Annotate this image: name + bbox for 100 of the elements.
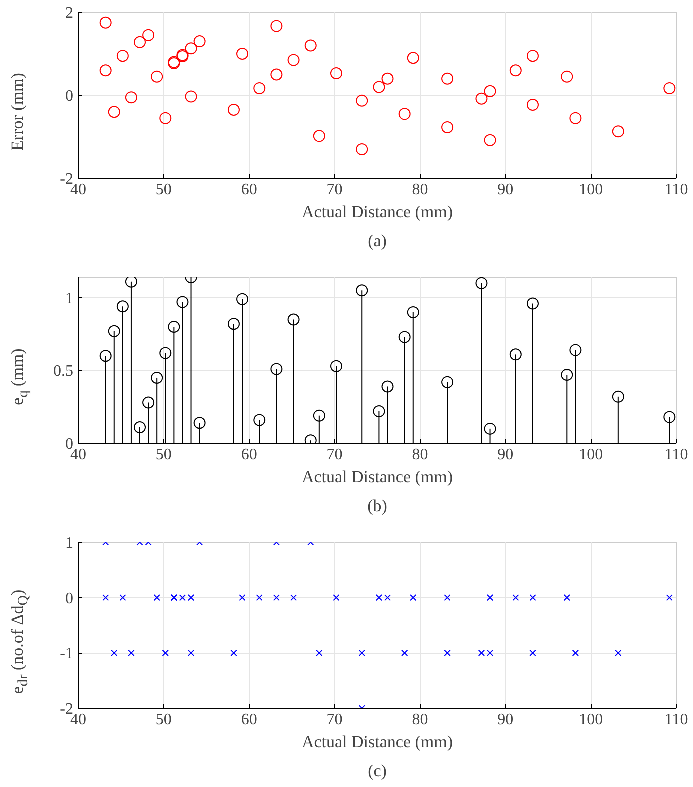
point [664,82,676,94]
x-tick-label: 50 [156,712,172,728]
y-tick-label: -1 [60,646,74,663]
x-tick-label: 60 [241,712,258,728]
point [134,421,146,434]
point [239,594,246,602]
point [116,50,129,62]
x-tick-label: 40 [70,712,86,728]
x-tick-label: 80 [412,712,428,728]
x-tick-label: 40 [70,182,86,198]
point [116,300,129,313]
point [176,296,189,308]
point [358,650,366,656]
point [530,594,536,602]
x-tick-label: 60 [241,446,258,464]
point [125,278,138,288]
point [407,52,420,64]
y-tick-label: 0.5 [54,363,74,380]
x-tick-label: 100 [579,712,604,728]
point [270,363,283,376]
x-tick-label: 70 [326,712,343,728]
point [270,68,283,81]
point [407,306,420,318]
point [313,130,326,142]
point [526,298,539,310]
point [442,121,454,134]
point [290,594,298,602]
point [356,94,368,107]
x-tick-label: 110 [664,712,688,728]
point [615,650,622,656]
point [108,106,120,118]
x-tick-label: 110 [664,446,688,464]
point [382,72,394,85]
point [564,594,570,602]
x-tick-label: 90 [498,446,514,464]
point [194,417,206,430]
point [484,85,496,98]
point [230,650,238,656]
y-tick-label: 0 [66,590,74,608]
point [185,42,198,55]
point [486,594,494,602]
point [510,348,522,361]
x-axis-title: Actual Distance (mm) [302,732,454,752]
point [484,134,496,146]
point [572,650,580,656]
point [228,318,240,330]
point [402,650,408,656]
point [256,594,263,602]
x-tick-label: 100 [579,182,604,198]
point [526,50,539,62]
point [442,376,454,388]
point [356,284,368,297]
point [442,72,454,85]
point [194,36,206,48]
point [512,594,520,602]
point [330,68,342,80]
point [333,594,340,602]
point [185,90,198,103]
y-tick-label: 2 [66,5,74,22]
point [570,344,582,356]
point [100,16,112,29]
point [236,293,249,306]
point [561,70,574,83]
point [128,650,135,656]
point [142,29,155,42]
point [288,54,300,66]
point [476,278,488,290]
point [134,36,146,48]
point [561,369,574,382]
point [100,350,112,362]
point [151,372,164,384]
point [313,410,326,422]
y-tick-label: 1 [66,535,74,552]
point [102,594,110,602]
point [373,81,386,94]
x-tick-label: 50 [156,446,172,464]
x-tick-label: 70 [326,182,343,198]
point [108,325,120,338]
point [382,380,394,393]
x-tick-label: 70 [326,446,343,464]
point [373,405,386,418]
x-tick-label: 60 [241,182,258,198]
point [330,360,342,372]
point [188,650,195,656]
x-tick-label: 50 [156,182,172,198]
point [154,594,160,602]
point [236,48,249,60]
point [356,143,368,156]
point [444,594,451,602]
point [273,594,280,602]
point [270,20,283,32]
point [476,92,488,105]
point [111,650,118,656]
text: (a) [368,232,387,250]
x-tick-label: 100 [579,446,604,464]
point [228,104,240,116]
point [664,411,676,424]
x-axis-title: Actual Distance (mm) [302,202,454,222]
point [444,650,451,656]
point [570,112,582,124]
